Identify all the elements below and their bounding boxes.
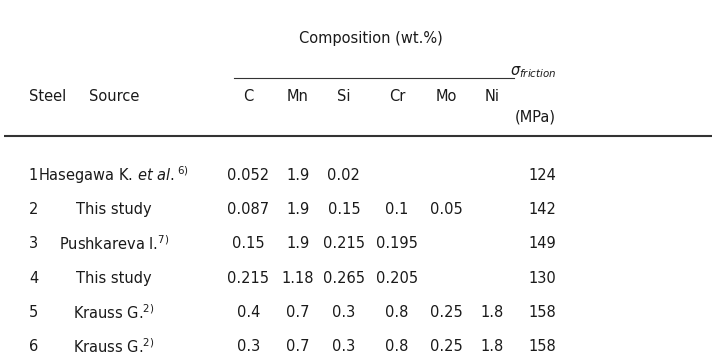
Text: Krauss G.$^{2)}$: Krauss G.$^{2)}$ bbox=[73, 303, 155, 321]
Text: Steel: Steel bbox=[29, 89, 66, 104]
Text: 0.7: 0.7 bbox=[286, 305, 309, 320]
Text: 149: 149 bbox=[528, 236, 556, 251]
Text: $\sigma_{friction}$: $\sigma_{friction}$ bbox=[510, 65, 556, 81]
Text: Si: Si bbox=[337, 89, 351, 104]
Text: 0.15: 0.15 bbox=[232, 236, 265, 251]
Text: 0.7: 0.7 bbox=[286, 339, 309, 354]
Text: 1: 1 bbox=[29, 168, 38, 183]
Text: 0.052: 0.052 bbox=[227, 168, 269, 183]
Text: 0.265: 0.265 bbox=[323, 270, 365, 285]
Text: 0.3: 0.3 bbox=[332, 305, 355, 320]
Text: 0.205: 0.205 bbox=[376, 270, 418, 285]
Text: 1.18: 1.18 bbox=[281, 270, 314, 285]
Text: 0.087: 0.087 bbox=[227, 202, 269, 217]
Text: 0.3: 0.3 bbox=[332, 339, 355, 354]
Text: This study: This study bbox=[76, 202, 152, 217]
Text: 0.8: 0.8 bbox=[385, 339, 409, 354]
Text: 0.215: 0.215 bbox=[227, 270, 269, 285]
Text: 4: 4 bbox=[29, 270, 38, 285]
Text: 0.05: 0.05 bbox=[430, 202, 463, 217]
Text: 158: 158 bbox=[528, 305, 556, 320]
Text: 5: 5 bbox=[29, 305, 38, 320]
Text: Hasegawa K. $\it{et\ al.}$$^{6)}$: Hasegawa K. $\it{et\ al.}$$^{6)}$ bbox=[39, 165, 189, 186]
Text: 158: 158 bbox=[528, 339, 556, 354]
Text: 0.215: 0.215 bbox=[323, 236, 365, 251]
Text: (MPa): (MPa) bbox=[515, 110, 556, 125]
Text: 0.25: 0.25 bbox=[430, 305, 463, 320]
Text: 1.9: 1.9 bbox=[286, 168, 309, 183]
Text: Pushkareva I.$^{7)}$: Pushkareva I.$^{7)}$ bbox=[59, 234, 169, 253]
Text: 2: 2 bbox=[29, 202, 39, 217]
Text: 142: 142 bbox=[528, 202, 556, 217]
Text: 3: 3 bbox=[29, 236, 38, 251]
Text: Cr: Cr bbox=[389, 89, 405, 104]
Text: Composition (wt.%): Composition (wt.%) bbox=[299, 31, 442, 46]
Text: Source: Source bbox=[89, 89, 139, 104]
Text: 124: 124 bbox=[528, 168, 556, 183]
Text: 6: 6 bbox=[29, 339, 38, 354]
Text: Ni: Ni bbox=[485, 89, 500, 104]
Text: 130: 130 bbox=[528, 270, 556, 285]
Text: 0.1: 0.1 bbox=[385, 202, 409, 217]
Text: 1.8: 1.8 bbox=[481, 305, 504, 320]
Text: 1.9: 1.9 bbox=[286, 236, 309, 251]
Text: 0.195: 0.195 bbox=[376, 236, 418, 251]
Text: 0.3: 0.3 bbox=[237, 339, 260, 354]
Text: 0.8: 0.8 bbox=[385, 305, 409, 320]
Text: 1.9: 1.9 bbox=[286, 202, 309, 217]
Text: 0.15: 0.15 bbox=[327, 202, 360, 217]
Text: 0.4: 0.4 bbox=[236, 305, 260, 320]
Text: This study: This study bbox=[76, 270, 152, 285]
Text: 0.25: 0.25 bbox=[430, 339, 463, 354]
Text: Mo: Mo bbox=[436, 89, 457, 104]
Text: C: C bbox=[243, 89, 253, 104]
Text: Krauss G.$^{2)}$: Krauss G.$^{2)}$ bbox=[73, 337, 155, 356]
Text: 1.8: 1.8 bbox=[481, 339, 504, 354]
Text: 0.02: 0.02 bbox=[327, 168, 360, 183]
Text: Mn: Mn bbox=[287, 89, 309, 104]
